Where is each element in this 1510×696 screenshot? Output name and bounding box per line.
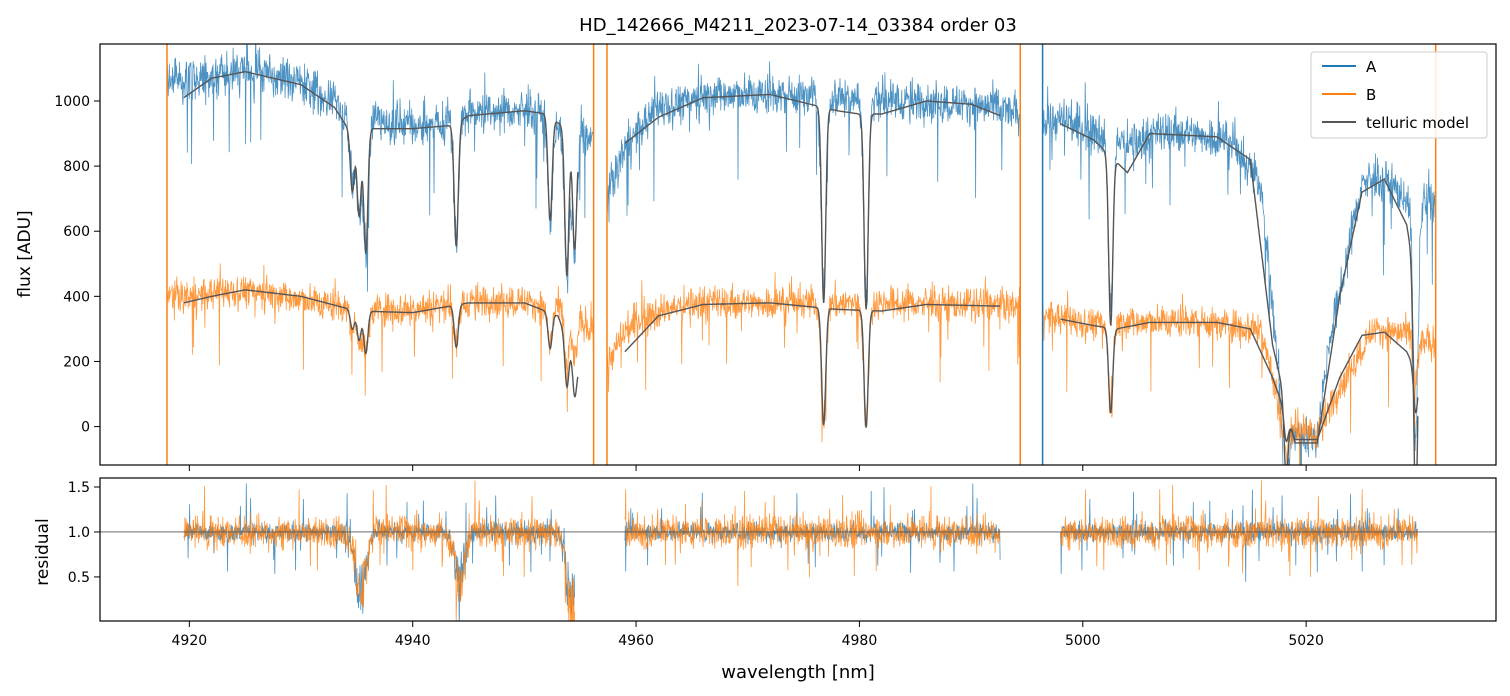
residual-b-line (183, 480, 1419, 621)
legend-label-a: A (1366, 58, 1377, 76)
residual-x-tick-label: 4960 (618, 633, 654, 649)
legend-label-b: B (1366, 86, 1376, 104)
flux-y-tick-label: 200 (63, 354, 90, 370)
residual-y-tick-label: 1.0 (68, 525, 90, 541)
series-b-line (166, 263, 1436, 465)
flux-y-tick-label: 1000 (54, 94, 90, 110)
residual-panel: 0.5 1.0 1.5 4920 4940 4960 4980 5000 5020 resid… (33, 477, 1497, 683)
x-axis-label: wavelength [nm] (721, 662, 875, 683)
flux-panel: 0 200 400 600 800 1000 flux [ADU] A B telluri… (15, 43, 1497, 471)
telluric-model-b-line (183, 289, 1419, 443)
residual-x-tick-label: 5000 (1065, 633, 1101, 649)
legend-box (1310, 51, 1488, 139)
flux-axes-frame (99, 43, 1497, 466)
series-a-line (166, 44, 1436, 465)
legend-label-telluric: telluric model (1366, 114, 1469, 132)
flux-y-label: flux [ADU] (15, 210, 35, 297)
residual-x-tick-label: 4980 (842, 633, 878, 649)
residual-x-tick-label: 4940 (395, 633, 431, 649)
residual-plot-area (100, 480, 1496, 621)
flux-y-ticks: 0 200 400 600 800 1000 (54, 94, 100, 436)
residual-y-label: residual (33, 518, 53, 585)
residual-y-tick-label: 0.5 (68, 570, 90, 586)
residual-y-tick-label: 1.5 (68, 480, 90, 496)
residual-x-ticks: 4920 4940 4960 4980 5000 5020 (172, 621, 1324, 649)
flux-y-tick-label: 800 (63, 159, 90, 175)
telluric-model-a-line (183, 71, 1419, 465)
chart-title: HD_142666_M4211_2023-07-14_03384 order 0… (579, 15, 1017, 36)
legend: A B telluric model (1310, 51, 1488, 139)
flux-y-tick-label: 0 (81, 420, 90, 436)
flux-y-tick-label: 400 (63, 289, 90, 305)
flux-x-ticks (188, 465, 1307, 471)
flux-plot-area (166, 44, 1437, 465)
flux-y-tick-label: 600 (63, 224, 90, 240)
residual-x-tick-label: 5020 (1288, 633, 1324, 649)
residual-x-tick-label: 4920 (172, 633, 208, 649)
residual-y-ticks: 0.5 1.0 1.5 (68, 480, 100, 586)
residual-axes-frame (99, 477, 1497, 622)
